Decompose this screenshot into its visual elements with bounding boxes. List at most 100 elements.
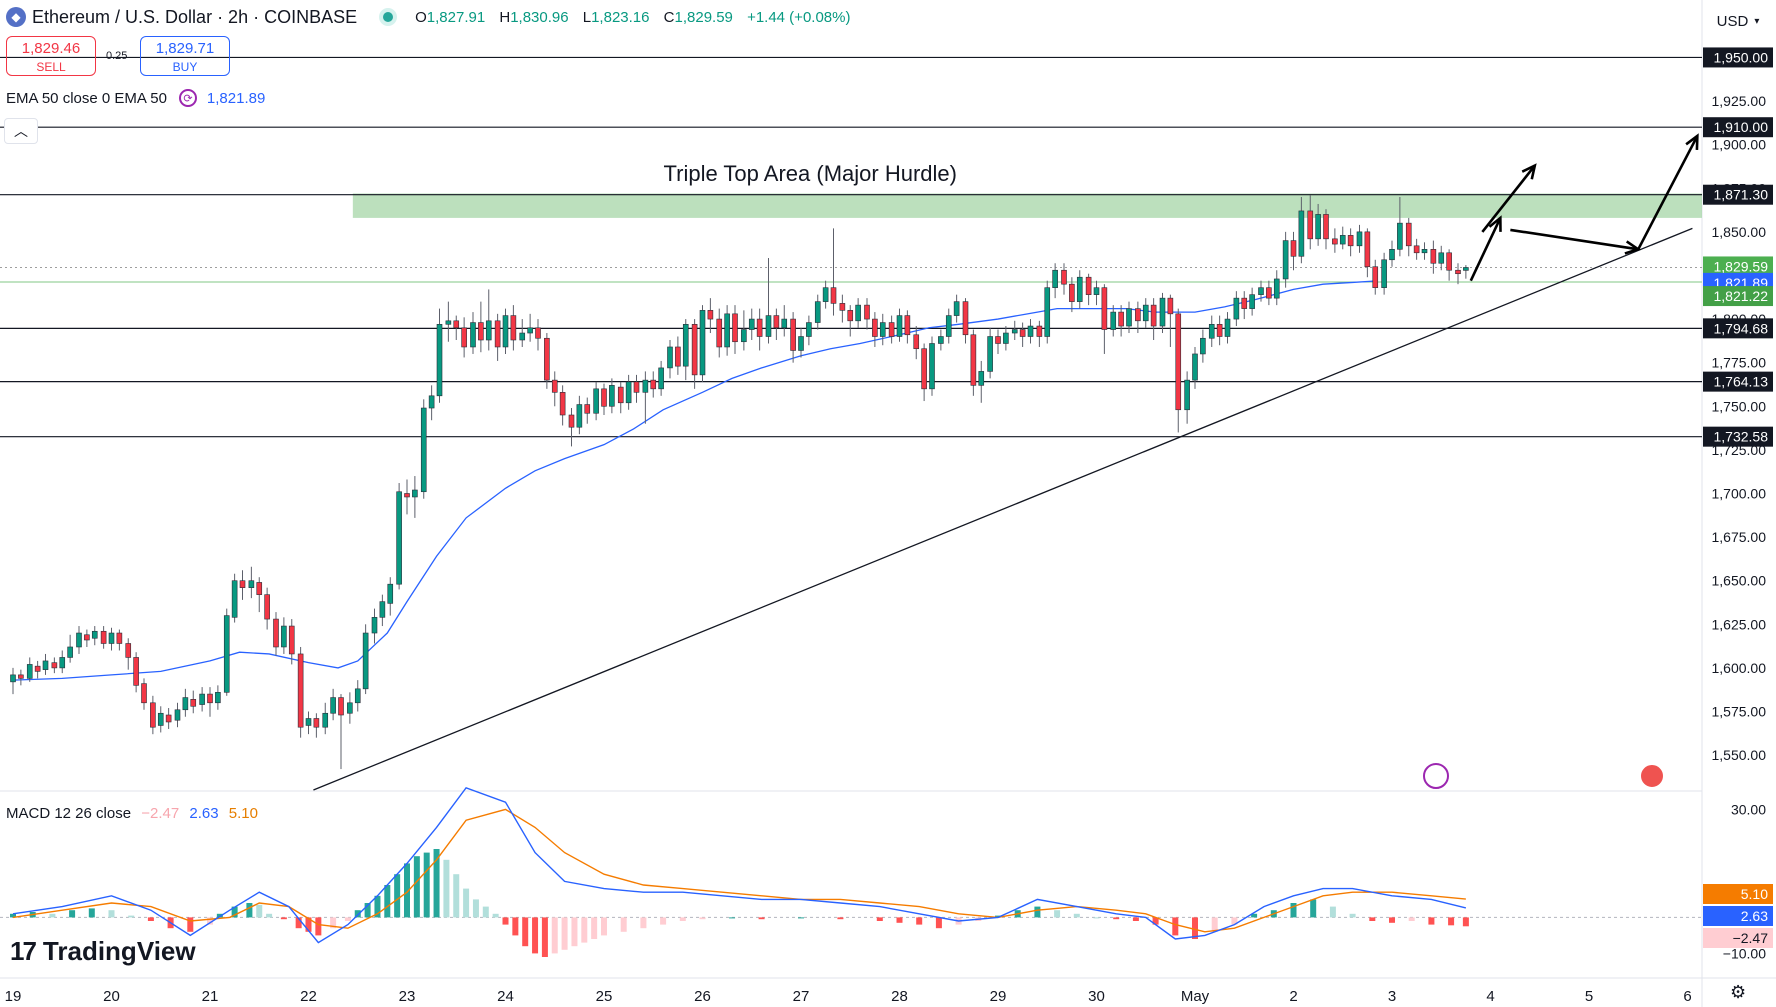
candle-body bbox=[502, 315, 509, 348]
level-badge-label: 1,764.13 bbox=[1714, 374, 1769, 390]
macd-histogram-bar bbox=[798, 917, 804, 919]
currency-label: USD bbox=[1716, 12, 1749, 30]
candle bbox=[305, 711, 312, 735]
macd-histogram-bar bbox=[187, 917, 194, 932]
candle-body bbox=[387, 583, 394, 604]
candle-body bbox=[741, 329, 747, 343]
ema-legend[interactable]: EMA 50 close 0 EMA 50 ⟳ 1,821.89 bbox=[6, 89, 265, 107]
currency-selector[interactable]: USD ▾ bbox=[1708, 8, 1768, 34]
candle-body bbox=[1069, 283, 1075, 302]
candle-body bbox=[396, 491, 402, 585]
macd-histogram-bar bbox=[1152, 917, 1159, 925]
candle bbox=[773, 308, 780, 340]
candle-body bbox=[568, 414, 575, 428]
buy-button[interactable]: 1,829.71 BUY bbox=[140, 36, 230, 76]
candle-body bbox=[362, 632, 369, 690]
candle bbox=[436, 308, 443, 403]
macd-histogram-bar bbox=[433, 849, 440, 918]
candle-body bbox=[116, 632, 123, 644]
gear-icon[interactable]: ⚙ bbox=[1730, 982, 1747, 1002]
candle-body bbox=[239, 580, 246, 588]
candle-body bbox=[1266, 287, 1272, 299]
macd-histogram-bar bbox=[1462, 917, 1469, 927]
lightning-icon bbox=[1423, 763, 1449, 789]
candle bbox=[445, 301, 452, 342]
candle-body bbox=[264, 594, 270, 620]
candle-body bbox=[91, 630, 98, 639]
candle bbox=[256, 577, 263, 613]
macd-histogram-bar bbox=[216, 913, 223, 918]
candle bbox=[338, 694, 344, 770]
chevron-up-icon: ︿ bbox=[14, 123, 28, 139]
candle-body bbox=[1282, 240, 1289, 280]
candle bbox=[896, 308, 903, 342]
candle bbox=[362, 624, 369, 695]
candle-body bbox=[125, 643, 132, 658]
time-tick-label: 28 bbox=[891, 988, 908, 1005]
candle-body bbox=[716, 318, 723, 348]
refresh-icon[interactable]: ⟳ bbox=[178, 89, 197, 107]
candle bbox=[231, 573, 238, 623]
candle bbox=[1463, 265, 1469, 279]
candle-body bbox=[1298, 210, 1305, 257]
candle-body bbox=[1273, 278, 1280, 299]
candle bbox=[1036, 320, 1043, 347]
candle bbox=[1003, 326, 1009, 351]
candle bbox=[396, 483, 402, 590]
candle bbox=[84, 629, 90, 647]
collapse-legend-button[interactable]: ︿ bbox=[4, 118, 38, 144]
candle bbox=[470, 312, 476, 354]
time-tick-label: May bbox=[1181, 988, 1210, 1005]
candle bbox=[519, 319, 526, 347]
high-value: 1,830.96 bbox=[510, 8, 569, 26]
candle-body bbox=[1233, 297, 1240, 320]
candle-body bbox=[51, 662, 58, 669]
candle-body bbox=[288, 625, 295, 655]
candle-body bbox=[1421, 249, 1428, 254]
tradingview-logo[interactable]: 17 TradingView bbox=[10, 936, 196, 967]
candle bbox=[1446, 249, 1452, 281]
candle bbox=[1184, 371, 1190, 424]
macd-histogram-bar bbox=[128, 915, 135, 918]
candle bbox=[970, 329, 977, 396]
macd-histogram-bar bbox=[1093, 917, 1100, 919]
candle bbox=[913, 326, 920, 360]
candle bbox=[839, 294, 846, 323]
candle bbox=[830, 228, 837, 316]
ema-price-badge bbox=[1703, 286, 1773, 307]
candle-body bbox=[199, 693, 205, 705]
candle bbox=[1069, 277, 1075, 313]
candle-body bbox=[839, 303, 846, 311]
macd-legend[interactable]: MACD 12 26 close −2.47 2.63 5.10 bbox=[6, 805, 258, 822]
brand-name: TradingView bbox=[42, 936, 196, 966]
candle bbox=[1135, 301, 1141, 334]
candle-body bbox=[207, 693, 213, 704]
candle bbox=[1052, 263, 1058, 299]
sell-button[interactable]: 1,829.46 SELL bbox=[6, 36, 96, 76]
candle bbox=[765, 258, 772, 344]
macd-tick-label: −10.00 bbox=[1723, 945, 1766, 961]
candle-body bbox=[650, 379, 657, 390]
candle-body bbox=[773, 315, 780, 329]
macd-histogram-bar bbox=[1172, 917, 1179, 936]
level-badge bbox=[1703, 371, 1773, 392]
candle-body bbox=[76, 632, 82, 648]
ema-legend-value: 1,821.89 bbox=[206, 89, 266, 107]
macd-badge-label: 5.10 bbox=[1741, 886, 1768, 902]
candle bbox=[576, 395, 583, 435]
candle bbox=[650, 371, 657, 398]
candle-body bbox=[559, 392, 566, 416]
level-badge-label: 1,910.00 bbox=[1714, 119, 1769, 135]
candle bbox=[1233, 291, 1240, 327]
symbol-title[interactable]: Ethereum / U.S. Dollar · 2h · COINBASE bbox=[32, 6, 358, 27]
candle-body bbox=[248, 580, 255, 588]
candle-body bbox=[814, 301, 821, 323]
candle-body bbox=[822, 287, 829, 302]
projection-arrow-4 bbox=[1637, 135, 1699, 250]
candle bbox=[264, 587, 270, 630]
candle bbox=[1200, 329, 1206, 363]
candle-body bbox=[1101, 287, 1108, 330]
candle bbox=[412, 476, 418, 518]
macd-histogram-bar bbox=[601, 917, 607, 936]
